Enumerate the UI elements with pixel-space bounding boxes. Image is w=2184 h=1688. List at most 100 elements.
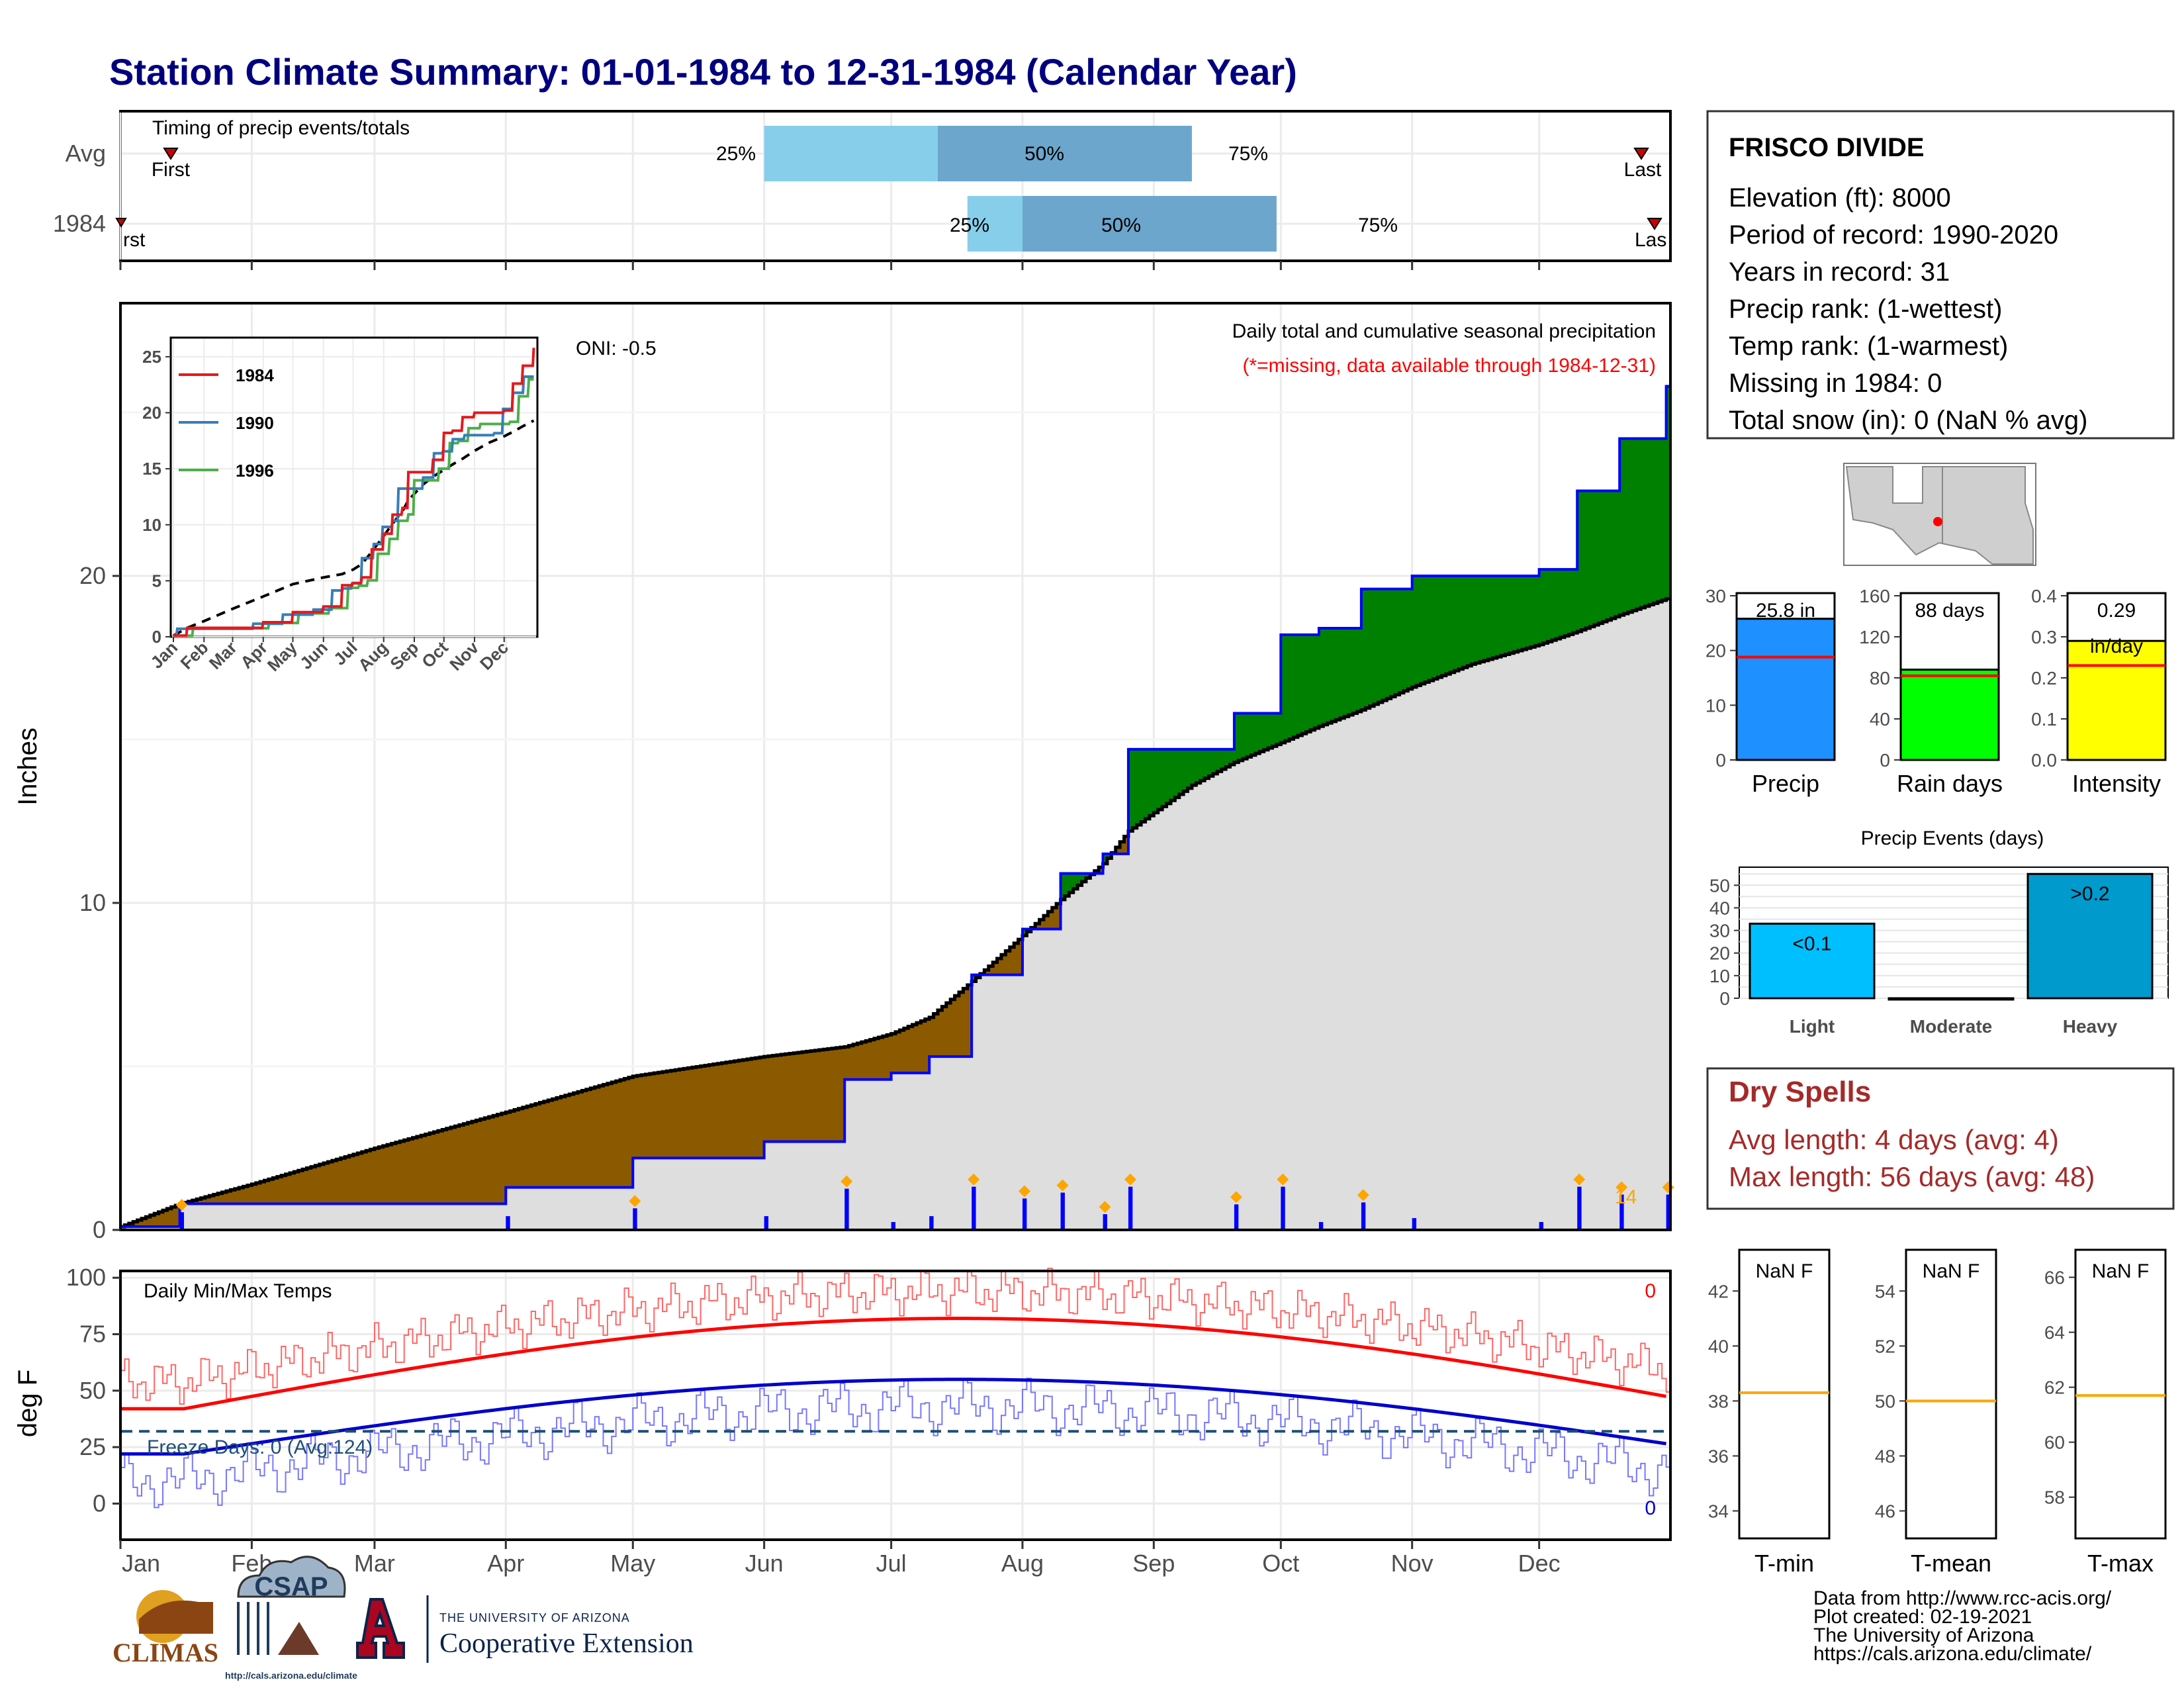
csap-url: http://cals.arizona.edu/climate	[225, 1670, 357, 1681]
precip-missing-note: (*=missing, data available through 1984-…	[1242, 355, 1656, 377]
stat-bar-fill	[1735, 618, 1836, 761]
year-iqr-lower	[967, 196, 1023, 252]
month-label: Oct	[1262, 1550, 1299, 1577]
precip-events-title: Precip Events (days)	[1861, 827, 2044, 849]
stat-bar-fill	[2066, 639, 2167, 761]
daily-precip-bar	[179, 1212, 184, 1230]
year-last-marker	[1647, 218, 1662, 230]
daily-precip-bar	[1022, 1198, 1027, 1230]
inset-line-1984	[173, 348, 535, 637]
temp-box-name: T-mean	[1911, 1550, 1991, 1577]
year-p25-label: 25%	[950, 214, 989, 236]
daily-max-temp-line	[120, 1267, 1670, 1405]
daily-precip-bar	[1361, 1202, 1366, 1230]
events-tick-label: 30	[1709, 921, 1730, 941]
stat-bar-tick-label: 80	[1870, 668, 1890, 688]
inset-ytick-label: 5	[152, 571, 161, 590]
avg-first-label: First	[152, 159, 191, 181]
temp-box-tick-label: 46	[1875, 1501, 1895, 1521]
ua-logo: THE UNIVERSITY OF ARIZONA Cooperative Ex…	[356, 1595, 694, 1663]
precip-ylabel: Inches	[13, 727, 42, 806]
avg-last-marker	[1633, 148, 1649, 160]
observed-cumulative-line	[120, 385, 1670, 1229]
year-first-marker	[115, 218, 127, 228]
precip-ytick-label: 10	[79, 889, 106, 916]
temp-box-t-max: 58 60 62 64 66 NaN F T-max	[2044, 1248, 2167, 1577]
heavy-event-marker	[1615, 1181, 1628, 1194]
avg-max-temp-line	[120, 1317, 1667, 1411]
precip-ytick-label: 0	[93, 1216, 106, 1243]
temp-ylabel: deg F	[13, 1370, 42, 1437]
stat-bar-value-label: 88 days	[1915, 600, 1984, 622]
events-bar-label: >0.2	[2070, 883, 2109, 905]
timing-label: Timing of precip events/totals	[152, 117, 410, 139]
month-label: Dec	[1518, 1550, 1561, 1577]
temp-ytick-label: 75	[79, 1321, 106, 1348]
temp-box-tick-label: 64	[2044, 1323, 2065, 1343]
month-label: Nov	[1391, 1550, 1433, 1577]
events-bar-label: <0.1	[1792, 933, 1831, 955]
temp-box-value: NaN F	[2092, 1260, 2150, 1282]
inset-ytick-label: 15	[142, 459, 161, 479]
stat-bar-tick-label: 0.4	[2031, 586, 2057, 606]
events-tick-label: 50	[1709, 875, 1730, 896]
station-info: FRISCO DIVIDE Elevation (ft): 8000 Perio…	[1706, 110, 2175, 440]
events-tick-label: 20	[1709, 943, 1730, 964]
daily-precip-bar	[891, 1222, 895, 1230]
temp-panel-bg	[120, 1271, 1670, 1540]
footer-data-source: Data from http://www.rcc-acis.org/	[1813, 1587, 2112, 1609]
precip-ytick-label: 20	[79, 562, 106, 589]
page-title: Station Climate Summary: 01-01-1984 to 1…	[109, 51, 1297, 93]
year-p75-label: 75%	[1358, 214, 1398, 236]
timing-panel: Timing of precip events/totals Avg 1984 …	[53, 110, 1672, 270]
daily-precip-bar	[1128, 1186, 1133, 1230]
freeze-days-label: Freeze Days: 0 (Avg:124)	[147, 1436, 373, 1458]
heavy-event-marker	[175, 1199, 188, 1211]
daily-precip-bar	[1619, 1194, 1624, 1230]
month-label: Jun	[745, 1550, 784, 1577]
footer-url: https://cals.arizona.edu/climate/	[1813, 1643, 2092, 1665]
temp-box-value: NaN F	[1923, 1260, 1980, 1282]
heavy-event-marker	[1018, 1185, 1030, 1197]
avg-p75-label: 75%	[1228, 143, 1268, 165]
station-info-frame	[1706, 110, 2175, 440]
temp-ytick-label: 25	[79, 1433, 106, 1460]
stat-bar-tick-label: 20	[1706, 641, 1726, 661]
station-elevation: Elevation (ft): 8000	[1729, 183, 1951, 212]
year-iqr-upper	[1022, 196, 1277, 252]
daily-precip-bar	[1060, 1192, 1065, 1230]
event-count-label: 14	[1615, 1186, 1637, 1208]
avg-first-marker	[163, 148, 179, 160]
csap-rain-icon	[237, 1602, 269, 1655]
events-category-label: Heavy	[2063, 1016, 2118, 1037]
heavy-event-marker	[1056, 1179, 1069, 1192]
avg-cumulative-area	[120, 598, 1670, 1230]
temp-box-t-mean: 46 48 50 52 54 NaN F T-mean	[1875, 1248, 1997, 1577]
avg-min-temp-line	[120, 1378, 1666, 1456]
stat-bar-value-label: 0.29	[2097, 600, 2136, 622]
temp-ytick-label: 0	[93, 1489, 106, 1517]
footer-university: The University of Arizona	[1813, 1624, 2034, 1646]
temp-box-tick-label: 66	[2044, 1268, 2065, 1288]
daily-precip-bar	[1234, 1204, 1239, 1230]
daily-precip-bar	[844, 1188, 849, 1230]
daily-precip-bar	[764, 1216, 769, 1230]
temp-box-frame	[2074, 1248, 2167, 1540]
stat-bar-tick-label: 0.0	[2031, 750, 2057, 771]
dry-spells-title: Dry Spells	[1729, 1076, 1871, 1108]
csap-logo-text: CSAP	[254, 1572, 328, 1601]
events-bar	[2026, 872, 2154, 1000]
month-label: May	[610, 1550, 655, 1577]
heavy-event-marker	[1124, 1173, 1136, 1186]
temp-box-tick-label: 54	[1875, 1281, 1895, 1301]
station-years: Years in record: 31	[1729, 258, 1950, 287]
month-label: Sep	[1132, 1550, 1175, 1577]
daily-precip-bar	[506, 1216, 510, 1230]
temp-box-tick-label: 42	[1708, 1281, 1729, 1301]
year-last-label: Las	[1635, 229, 1666, 251]
stat-bar-value-unit: in/day	[2090, 635, 2143, 657]
ua-logo-big-text: Cooperative Extension	[439, 1628, 694, 1659]
stat-bar-tick-label: 120	[1859, 627, 1890, 647]
